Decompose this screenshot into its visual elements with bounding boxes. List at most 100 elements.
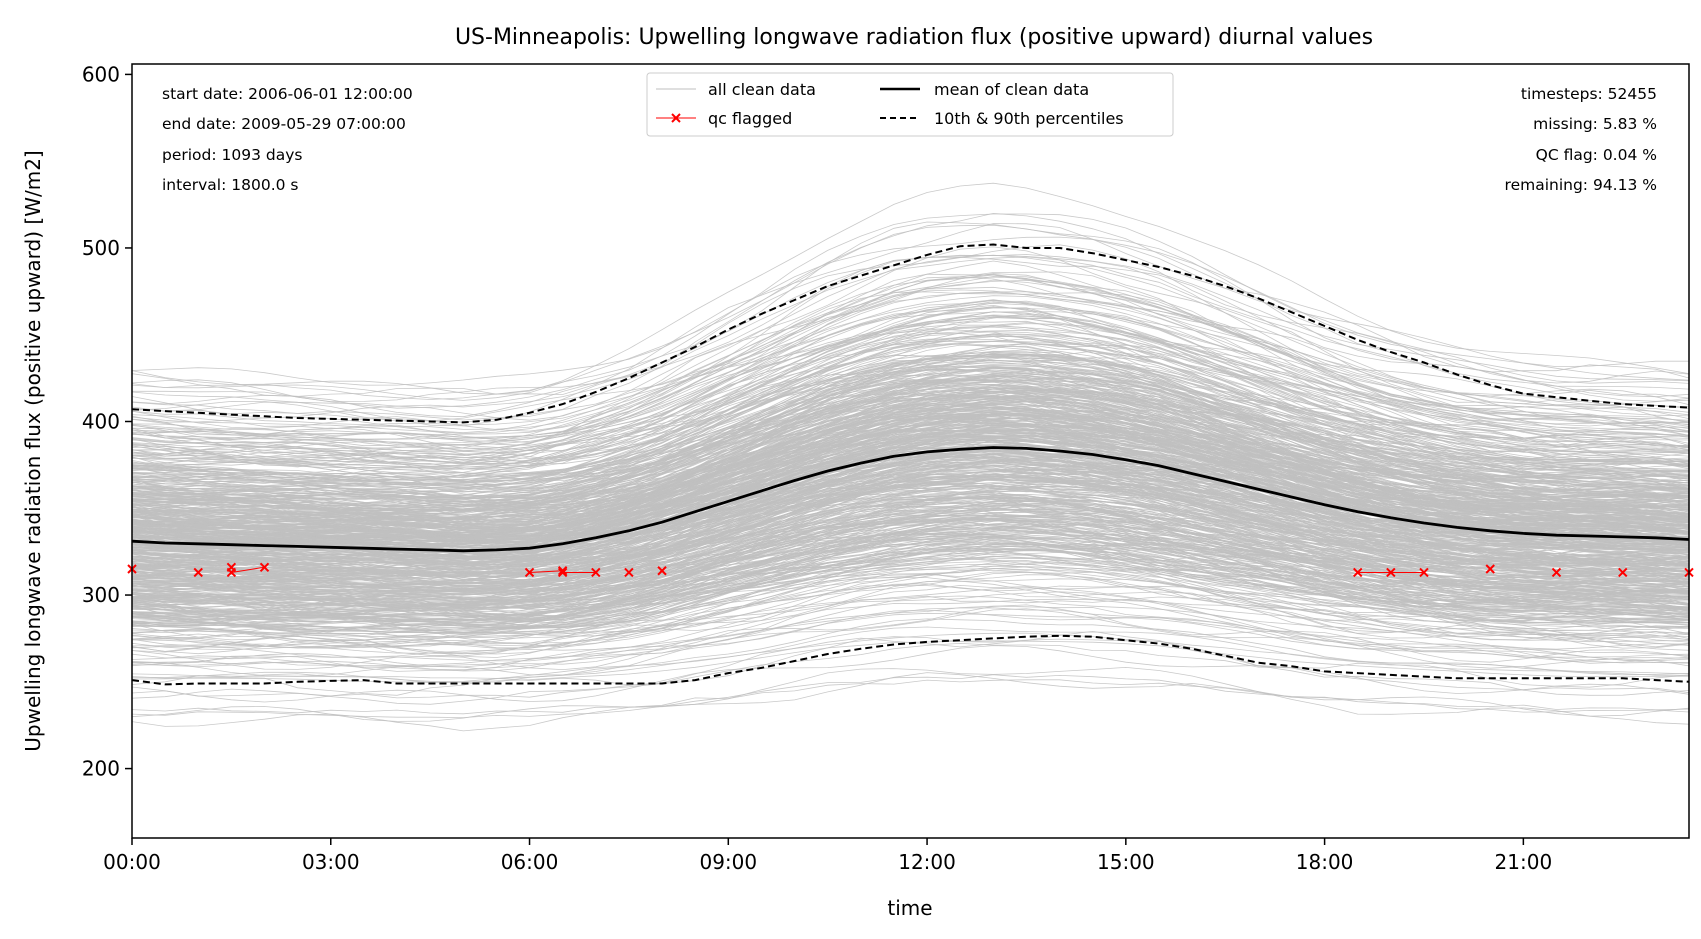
clean-data-line bbox=[132, 223, 1689, 397]
clean-data-line bbox=[132, 457, 1689, 565]
clean-data-line bbox=[132, 384, 1689, 510]
clean-data-line bbox=[132, 413, 1689, 544]
clean-data-line bbox=[132, 595, 1689, 672]
clean-data-line bbox=[132, 276, 1689, 449]
clean-data-line bbox=[132, 591, 1689, 658]
clean-data-line bbox=[132, 395, 1689, 531]
x-tick-label: 03:00 bbox=[302, 850, 360, 874]
start-date-text: start date: 2006-06-01 12:00:00 bbox=[162, 85, 413, 103]
clean-data-line bbox=[132, 533, 1689, 612]
clean-data-line bbox=[132, 439, 1689, 539]
clean-data-line bbox=[132, 370, 1689, 528]
legend-percentile-label: 10th & 90th percentiles bbox=[934, 109, 1124, 128]
clean-data-line bbox=[132, 279, 1689, 439]
clean-data-line bbox=[132, 433, 1689, 565]
clean-data-line bbox=[132, 679, 1689, 715]
clean-data-line bbox=[132, 508, 1689, 607]
clean-data-line bbox=[132, 551, 1689, 636]
clean-data-line bbox=[132, 212, 1689, 423]
y-tick-label: 600 bbox=[82, 62, 120, 86]
clean-data-line bbox=[132, 397, 1689, 509]
qc-flagged-marker bbox=[1485, 564, 1495, 574]
x-tick-label: 15:00 bbox=[1097, 850, 1155, 874]
clean-data-line bbox=[132, 315, 1689, 440]
y-tick-label: 500 bbox=[82, 236, 120, 260]
x-axis-label: time bbox=[887, 896, 932, 920]
clean-data-line bbox=[132, 315, 1689, 441]
clean-data-line bbox=[132, 316, 1689, 465]
clean-data-line bbox=[132, 416, 1689, 547]
clean-data-line bbox=[132, 418, 1689, 533]
clean-data-line bbox=[132, 485, 1689, 582]
clean-data-line bbox=[132, 375, 1689, 509]
clean-data-line bbox=[132, 254, 1689, 434]
qc-flagged-marker bbox=[591, 567, 601, 578]
y-tick-label: 400 bbox=[82, 409, 120, 433]
clean-data-line bbox=[132, 561, 1689, 621]
clean-data-line bbox=[132, 322, 1689, 457]
clean-data-line bbox=[132, 379, 1689, 528]
clean-data-line bbox=[132, 464, 1689, 575]
clean-data-line bbox=[132, 299, 1689, 421]
legend-qc-marker bbox=[671, 113, 681, 123]
legend-qc-label: qc flagged bbox=[708, 109, 792, 128]
clean-data-line bbox=[132, 291, 1689, 461]
x-tick-label: 00:00 bbox=[103, 850, 161, 874]
clean-data-line bbox=[132, 490, 1689, 597]
clean-data-line bbox=[132, 550, 1689, 632]
clean-data-line bbox=[132, 474, 1689, 558]
clean-data-line bbox=[132, 566, 1689, 632]
missing-text: missing: 5.83 % bbox=[1533, 115, 1657, 133]
clean-data-line bbox=[132, 256, 1689, 408]
clean-data-line bbox=[132, 371, 1689, 511]
clean-data-line bbox=[132, 532, 1689, 601]
qc-flagged-marker bbox=[1386, 567, 1396, 578]
percentile-90-line bbox=[131, 243, 1690, 424]
clean-data-line bbox=[132, 571, 1689, 648]
clean-data-line bbox=[132, 342, 1689, 463]
clean-data-line bbox=[132, 422, 1689, 531]
qc-flagged-link bbox=[529, 570, 563, 573]
clean-data-line bbox=[132, 411, 1689, 522]
clean-data-line bbox=[132, 326, 1689, 498]
clean-data-line bbox=[132, 563, 1689, 655]
end-date-text: end date: 2009-05-29 07:00:00 bbox=[162, 115, 406, 133]
clean-data-line bbox=[132, 642, 1689, 699]
x-tick-label: 06:00 bbox=[501, 850, 559, 874]
clean-data-line bbox=[132, 452, 1689, 548]
clean-data-line bbox=[132, 373, 1689, 489]
percentile-10-line bbox=[131, 634, 1690, 686]
clean-data-line bbox=[132, 273, 1689, 464]
clean-data-line bbox=[132, 571, 1689, 649]
clean-data-line bbox=[132, 338, 1689, 486]
info-right: timesteps: 52455 missing: 5.83 % QC flag… bbox=[1505, 85, 1657, 194]
clean-data-line bbox=[132, 355, 1689, 466]
clean-data-line bbox=[132, 542, 1689, 623]
clean-data-line bbox=[132, 498, 1689, 593]
clean-data-line bbox=[132, 436, 1689, 544]
clean-data-line bbox=[132, 493, 1689, 582]
period-text: period: 1093 days bbox=[162, 146, 302, 164]
clean-data-line bbox=[132, 404, 1689, 537]
clean-data-line bbox=[132, 387, 1689, 514]
clean-data-line bbox=[132, 604, 1689, 671]
clean-data-line bbox=[132, 246, 1689, 444]
clean-data-line bbox=[132, 380, 1689, 489]
legend-mean-label: mean of clean data bbox=[934, 80, 1089, 99]
clean-data-line bbox=[132, 415, 1689, 560]
clean-data-line bbox=[132, 584, 1689, 649]
clean-data-line bbox=[132, 418, 1689, 522]
clean-data-line bbox=[132, 377, 1689, 493]
clean-data-line bbox=[132, 342, 1689, 500]
clean-data-line bbox=[132, 388, 1689, 490]
qc-flagged-marker bbox=[226, 567, 237, 578]
clean-data-line bbox=[132, 390, 1689, 502]
legend-clean-label: all clean data bbox=[708, 80, 816, 99]
qc-flagged-marker bbox=[524, 567, 535, 578]
clean-data-line bbox=[132, 485, 1689, 598]
x-tick-label: 21:00 bbox=[1495, 850, 1553, 874]
clean-data-line bbox=[132, 465, 1689, 552]
clean-data-line bbox=[132, 645, 1689, 703]
clean-data-line bbox=[132, 363, 1689, 502]
clean-data-line bbox=[132, 531, 1689, 618]
